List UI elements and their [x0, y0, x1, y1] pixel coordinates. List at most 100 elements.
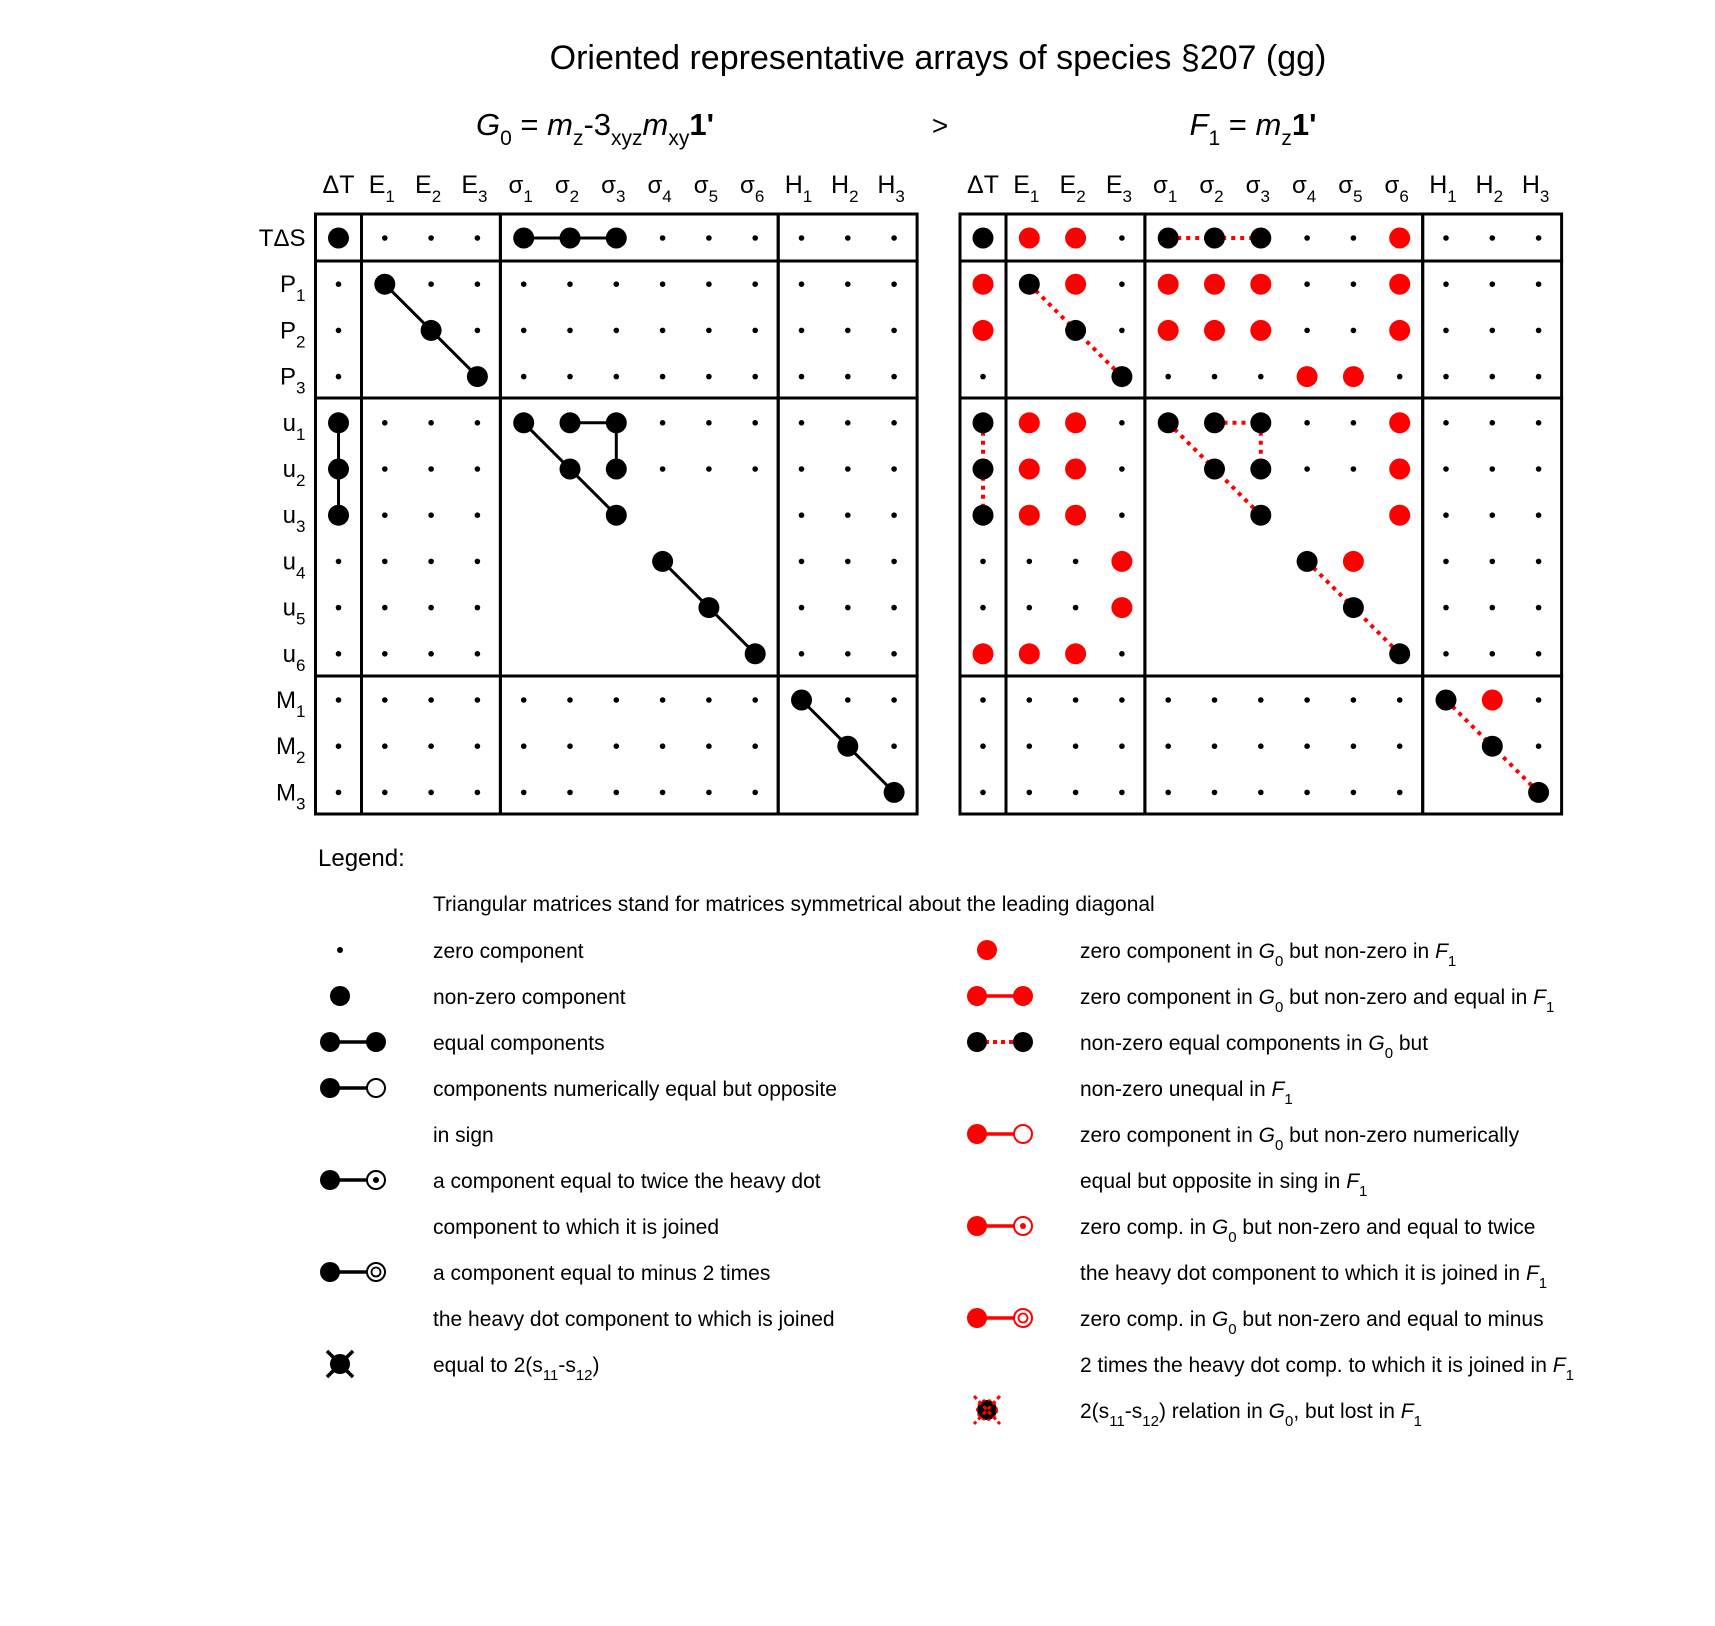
column-header-e1: E1 — [1013, 171, 1039, 206]
red-new-component — [1018, 458, 1040, 480]
legend-entry: zero component in G0 but non-zero and eq… — [967, 986, 1554, 1016]
zero-component — [1350, 466, 1357, 472]
non-zero-component — [1157, 227, 1179, 249]
legend-text-line: in sign — [433, 1124, 494, 1147]
zero-component — [613, 373, 620, 380]
legend-text-line: a component equal to twice the heavy dot — [433, 1170, 821, 1193]
zero-component — [1072, 697, 1079, 703]
column-header-σ2: σ2 — [1199, 172, 1223, 206]
zero-component — [891, 466, 897, 472]
legend-text-line: equal but opposite in sing in F1 — [1080, 1170, 1367, 1200]
non-zero-component — [1250, 227, 1272, 249]
red-new-component — [1389, 273, 1411, 295]
legend-note: Triangular matrices stand for matrices s… — [433, 893, 1155, 916]
zero-component — [428, 281, 434, 288]
zero-component — [1026, 697, 1033, 703]
non-zero-component — [328, 458, 349, 480]
column-header-h2: H2 — [1476, 171, 1504, 206]
non-zero-component — [559, 458, 581, 480]
zero-component — [1072, 604, 1079, 611]
zero-component — [335, 327, 342, 334]
red-new-component — [1481, 689, 1503, 711]
zero-component — [1535, 512, 1542, 518]
zero-component — [659, 235, 666, 241]
legend-left-column: zero component non-zero component equal co… — [320, 940, 837, 1384]
legend-dot — [320, 1262, 340, 1282]
legend-text-line: the heavy dot component to which it is j… — [1080, 1262, 1547, 1292]
matrix-block — [1143, 259, 1425, 400]
zero-component — [798, 327, 805, 334]
row-header-u6: u6 — [283, 641, 306, 675]
zero-component — [845, 373, 851, 380]
zero-component — [1489, 281, 1496, 288]
zero-component — [382, 466, 388, 472]
legend-cross — [972, 1394, 1002, 1426]
zero-component — [1443, 281, 1449, 288]
zero-component — [1535, 651, 1542, 657]
non-zero-component — [698, 597, 720, 619]
legend-entry: zero comp. in G0 but non-zero and equal … — [967, 1308, 1574, 1384]
zero-component — [335, 558, 342, 565]
legend-symbol-cross-dot — [325, 1349, 355, 1379]
zero-component — [1304, 281, 1310, 288]
zero-component — [798, 281, 805, 288]
zero-component — [1396, 697, 1403, 703]
non-zero-component — [328, 412, 349, 434]
zero-component — [1443, 604, 1449, 611]
legend-entry: zero component in G0 but non-zero numeri… — [967, 1124, 1520, 1200]
zero-component — [891, 558, 897, 565]
row-header-m3: M3 — [276, 779, 305, 813]
legend-cross — [325, 1349, 355, 1379]
row-header-p1: P1 — [280, 271, 305, 305]
non-zero-component — [605, 458, 627, 480]
zero-component — [474, 651, 481, 657]
legend-entry: non-zero equal components in G0 but non-z… — [967, 1032, 1428, 1108]
zero-component — [798, 651, 805, 657]
matrix-block — [498, 259, 780, 400]
matrix-cells — [328, 227, 905, 803]
zero-component — [1119, 420, 1125, 426]
zero-component — [335, 697, 342, 703]
legend-symbol-small-dot — [337, 947, 343, 953]
red-new-component — [1389, 504, 1411, 526]
red-new-component — [1296, 366, 1318, 388]
matrix-block — [1004, 396, 1147, 678]
zero-component — [1304, 420, 1310, 426]
zero-component — [752, 466, 758, 472]
row-header-p3: P3 — [280, 364, 305, 398]
zero-component — [1165, 697, 1171, 703]
zero-component — [428, 743, 434, 749]
non-zero-component — [883, 781, 905, 803]
zero-component — [752, 743, 758, 749]
zero-component — [474, 604, 481, 611]
zero-component — [520, 743, 527, 749]
red-new-component — [1018, 643, 1040, 665]
zero-component — [798, 466, 805, 472]
legend-text-line: zero component in G0 but non-zero in F1 — [1080, 940, 1456, 970]
legend-entry: a component equal to minus 2 times the he… — [320, 1262, 835, 1331]
legend-dot — [967, 1032, 987, 1052]
column-header-h2: H2 — [831, 171, 859, 206]
non-zero-component — [1065, 319, 1087, 341]
legend-symbol-red-pair — [967, 986, 1033, 1006]
legend-symbol-minus-two-pair — [320, 1262, 386, 1282]
row-header-u4: u4 — [283, 548, 306, 582]
zero-component — [1119, 651, 1125, 657]
non-zero-component — [791, 689, 812, 711]
column-header-h1: H1 — [785, 171, 813, 206]
zero-component — [1072, 743, 1079, 749]
column-header-σ1: σ1 — [509, 172, 533, 206]
red-new-component — [972, 643, 994, 665]
non-zero-component — [374, 273, 396, 295]
zero-component — [798, 558, 805, 565]
column-header-σ5: σ5 — [694, 172, 718, 206]
zero-component — [1258, 789, 1264, 796]
zero-component — [1443, 420, 1449, 426]
legend-dot — [1013, 1032, 1033, 1052]
non-zero-component — [559, 412, 581, 434]
legend-dot — [320, 1032, 340, 1052]
zero-component — [1443, 558, 1449, 565]
matrix-block-frames — [314, 212, 919, 816]
zero-component — [891, 743, 897, 749]
